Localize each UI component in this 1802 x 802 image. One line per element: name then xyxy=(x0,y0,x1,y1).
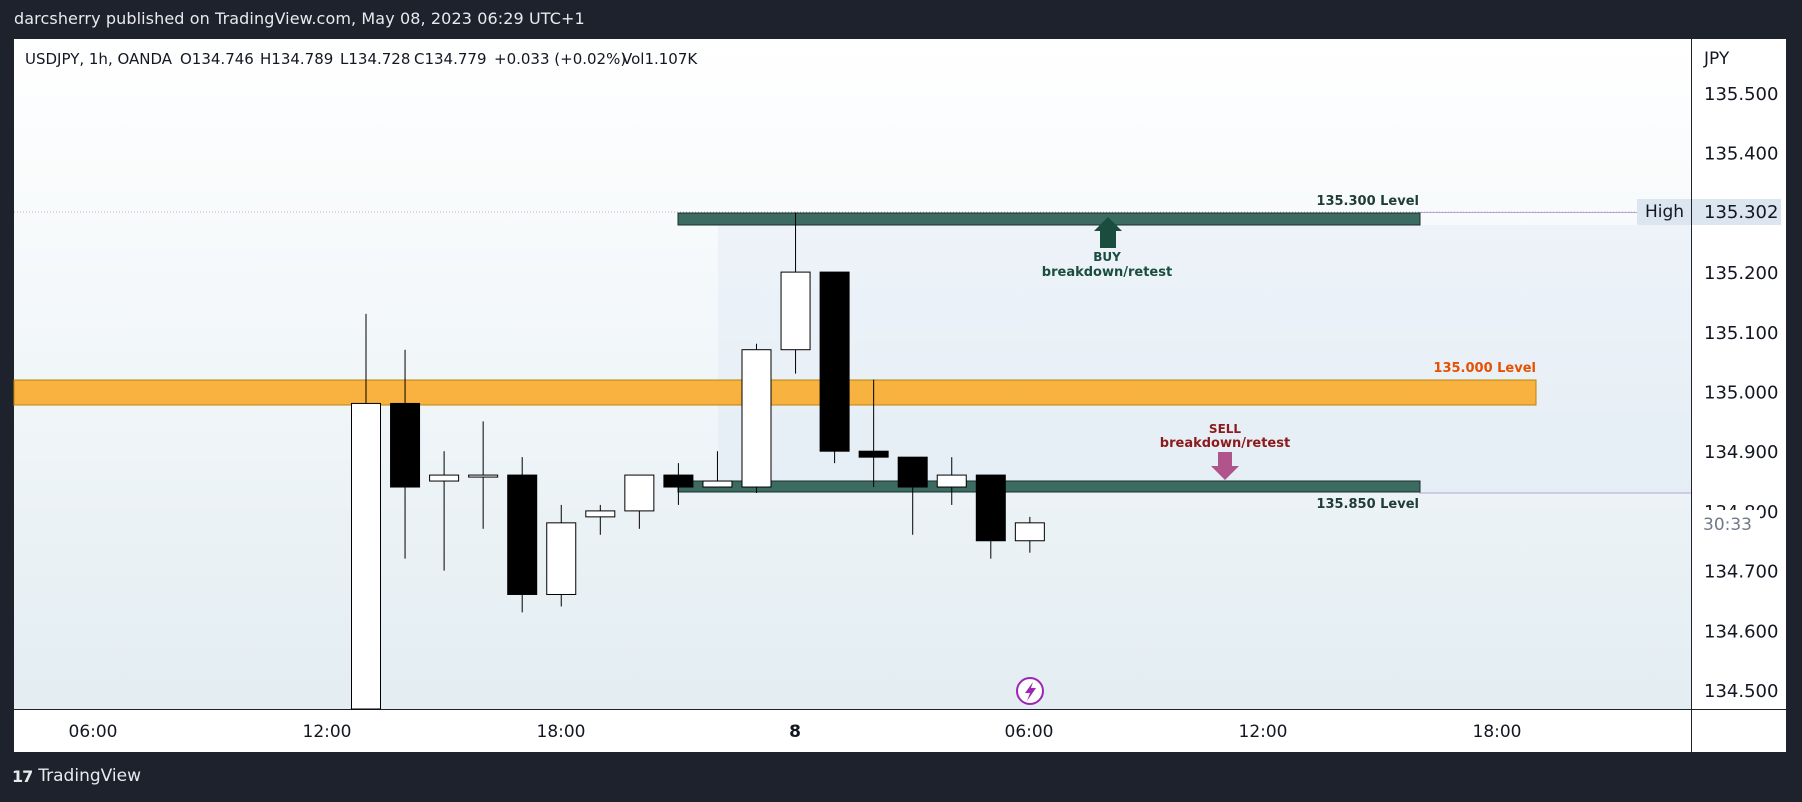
legend-open: O134.746 xyxy=(180,50,254,68)
candle[interactable] xyxy=(624,474,655,529)
time-tick-label: 18:00 xyxy=(1473,722,1522,742)
price-tick-label: 135.000 xyxy=(1704,383,1778,404)
candle-body-bull xyxy=(780,271,811,351)
sell-label: SELL xyxy=(1209,422,1241,436)
price-tick-label: 135.200 xyxy=(1704,263,1778,284)
candle-body-bull xyxy=(546,522,577,595)
candle-body-bear xyxy=(975,474,1006,542)
candle[interactable] xyxy=(819,271,850,464)
shaded-range-box xyxy=(718,225,1691,493)
candle[interactable] xyxy=(897,456,928,535)
candle-body-bear xyxy=(858,450,889,458)
high-tag xyxy=(1637,199,1691,225)
currency-label: JPY xyxy=(1703,49,1730,69)
candle-body-bull xyxy=(624,474,655,512)
zone-134850[interactable] xyxy=(677,480,1421,493)
candle[interactable] xyxy=(1014,516,1045,553)
candle-body-bull xyxy=(429,474,460,482)
countdown-label: 30:33 xyxy=(1703,515,1752,535)
level-135300-label: 135.300 Level xyxy=(1316,194,1419,209)
publisher-header: darcsherry published on TradingView.com,… xyxy=(14,9,585,28)
zone-135300[interactable] xyxy=(677,212,1421,226)
bolt-glyph xyxy=(1025,682,1036,701)
legend-symbol: USDJPY, 1h, OANDA xyxy=(25,50,173,68)
legend-volume: Vol1.107K xyxy=(622,50,698,68)
candle[interactable] xyxy=(741,343,772,493)
candle-body-bull xyxy=(585,510,616,518)
price-axis-pane[interactable] xyxy=(1692,39,1786,709)
candle-body-bull xyxy=(1014,522,1045,542)
price-tick-label: 135.500 xyxy=(1704,84,1778,105)
sell-sublabel: breakdown/retest xyxy=(1160,436,1290,451)
candle-body-bull xyxy=(351,402,381,710)
legend-low: L134.728 xyxy=(340,50,410,68)
time-ticks-group: 06:00 12:00 18:00 8 06:00 12:00 18:00 xyxy=(69,722,1522,742)
price-tick-label: 134.500 xyxy=(1704,681,1778,702)
legend-close: C134.779 xyxy=(414,50,487,68)
candles-group xyxy=(351,212,1045,710)
candle[interactable] xyxy=(858,379,889,488)
candle-body-bull xyxy=(936,474,967,488)
price-tick-label: 135.400 xyxy=(1704,144,1778,165)
candle[interactable] xyxy=(585,504,616,535)
candle[interactable] xyxy=(936,457,967,505)
countdown-box xyxy=(1692,510,1760,538)
price-tick-label: 134.900 xyxy=(1704,442,1778,463)
candle[interactable] xyxy=(390,349,421,559)
price-tick-label: 134.700 xyxy=(1704,562,1778,583)
buy-label: BUY xyxy=(1093,250,1121,264)
candle[interactable] xyxy=(468,421,499,529)
legend-change: +0.033 (+0.02%) xyxy=(494,50,626,68)
candle[interactable] xyxy=(429,451,460,571)
candle-body-bear xyxy=(897,456,928,488)
candle-body-bear xyxy=(819,271,850,452)
candle[interactable] xyxy=(702,451,733,488)
time-tick-label: 06:00 xyxy=(69,722,118,742)
time-axis-pane[interactable] xyxy=(14,710,1786,752)
candle-body-bull xyxy=(741,349,772,488)
high-tag-label: High xyxy=(1645,202,1684,222)
candle[interactable] xyxy=(780,212,811,374)
ohlc-legend: USDJPY, 1h, OANDA O134.746 H134.789 L134… xyxy=(25,50,698,68)
time-tick-label: 8 xyxy=(789,722,801,742)
candle[interactable] xyxy=(663,463,694,505)
candle[interactable] xyxy=(351,313,381,710)
candle-body-bear xyxy=(663,474,694,488)
time-tick-label: 06:00 xyxy=(1005,722,1054,742)
time-tick-label: 12:00 xyxy=(303,722,352,742)
candle-body-bull xyxy=(468,474,499,478)
level-135850-label: 135.850 Level xyxy=(1316,497,1419,512)
buy-sublabel: breakdown/retest xyxy=(1042,265,1172,280)
zone-135000[interactable] xyxy=(13,379,1537,406)
candle-body-bear xyxy=(507,474,538,595)
price-tick-label: 135.100 xyxy=(1704,323,1778,344)
price-tick-label: 134.600 xyxy=(1704,621,1778,642)
time-tick-label: 18:00 xyxy=(537,722,586,742)
legend-high: H134.789 xyxy=(260,50,333,68)
level-135000-label: 135.000 Level xyxy=(1433,361,1536,376)
time-tick-label: 12:00 xyxy=(1239,722,1288,742)
candle[interactable] xyxy=(975,474,1006,559)
sell-arrow-icon xyxy=(1211,452,1239,480)
buy-arrow-icon xyxy=(1094,217,1122,248)
candle[interactable] xyxy=(507,457,538,613)
tradingview-logo-text: TradingView xyxy=(38,766,141,786)
candle-body-bull xyxy=(702,480,733,488)
candle-body-bear xyxy=(390,402,421,488)
high-value-box xyxy=(1692,199,1781,225)
tradingview-logo-icon: 17 xyxy=(12,766,33,786)
plot-pane[interactable] xyxy=(14,39,1691,709)
tradingview-logo[interactable]: 17 TradingView xyxy=(12,766,141,786)
high-value-label: 135.302 xyxy=(1704,202,1778,223)
candle[interactable] xyxy=(546,504,577,607)
